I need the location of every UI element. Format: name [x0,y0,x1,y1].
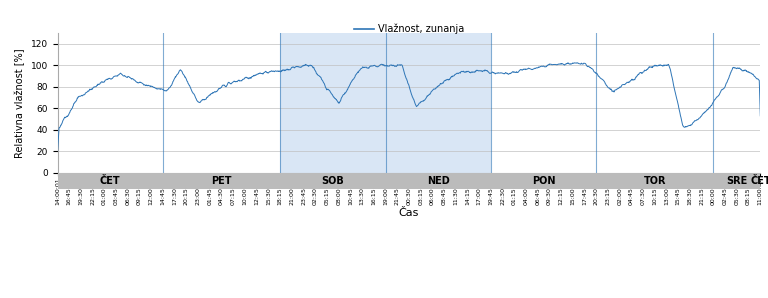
Text: NED: NED [427,176,449,186]
Legend: Vlažnost, zunanja: Vlažnost, zunanja [350,19,468,38]
Y-axis label: Relativna vlažnost [%]: Relativna vlažnost [%] [15,48,25,158]
Text: SRE: SRE [727,176,747,186]
Text: ČET: ČET [750,176,768,186]
Bar [280,33,491,173]
Text: SOB: SOB [322,176,344,186]
Text: PET: PET [211,176,232,186]
Text: PON: PON [532,176,555,186]
Text: ČET: ČET [100,176,121,186]
X-axis label: Čas: Čas [399,208,419,218]
Text: TOR: TOR [644,176,666,186]
